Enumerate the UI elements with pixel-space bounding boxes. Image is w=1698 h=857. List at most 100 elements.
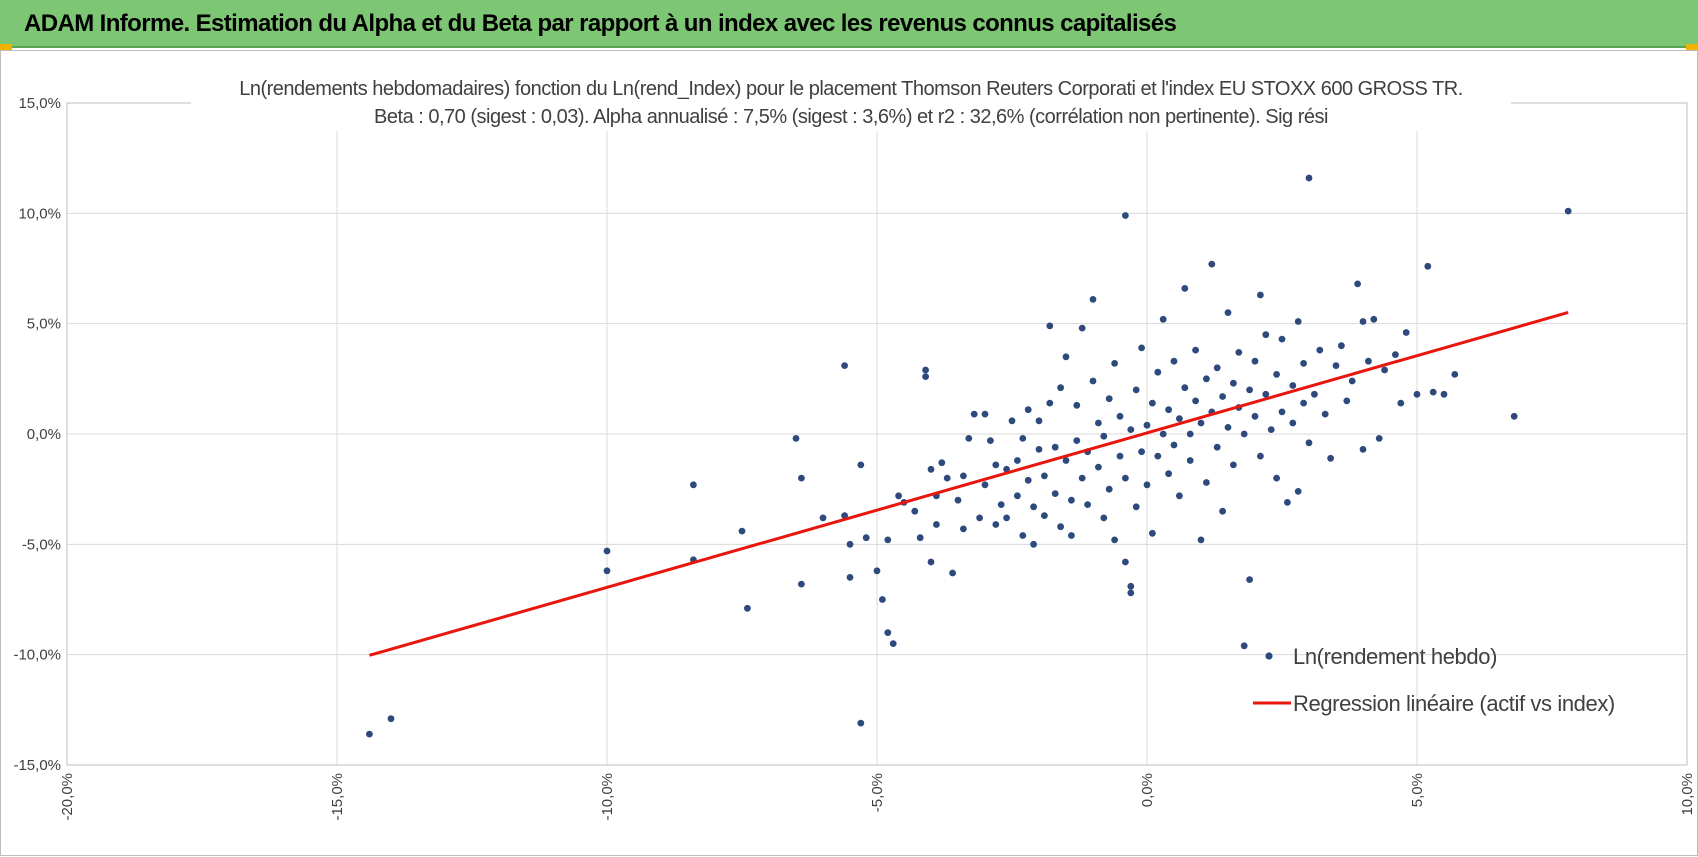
data-point	[1375, 435, 1383, 442]
data-point	[841, 512, 848, 519]
data-point	[1003, 465, 1010, 473]
data-point	[1165, 470, 1172, 478]
data-point	[965, 435, 973, 442]
data-point	[949, 569, 956, 577]
data-point	[1278, 408, 1286, 416]
data-point	[1192, 346, 1199, 354]
data-point	[1316, 346, 1324, 354]
data-point	[1046, 399, 1054, 407]
data-point	[798, 580, 805, 588]
data-point	[1057, 384, 1064, 392]
data-point	[1062, 457, 1070, 464]
data-point	[1159, 315, 1167, 323]
data-point	[1240, 430, 1248, 438]
data-point	[1165, 406, 1172, 414]
data-point	[1046, 322, 1054, 330]
data-point	[1127, 589, 1135, 597]
y-tick-label: 0,0%	[27, 426, 61, 443]
data-point	[1041, 512, 1048, 519]
report-header: ADAM Informe. Estimation du Alpha et du …	[0, 0, 1698, 48]
data-point	[857, 461, 865, 469]
data-point	[1035, 417, 1043, 425]
x-axis-ticks: -20,0% -15,0% -10,0% -5,0% 0,0% 5,0% 10,0%	[59, 773, 1696, 821]
data-point	[1429, 388, 1437, 396]
x-tick-label: 10,0%	[1679, 773, 1696, 816]
data-point	[1057, 523, 1064, 531]
data-point	[690, 481, 697, 489]
data-point	[1246, 386, 1253, 394]
data-point	[1262, 331, 1270, 339]
data-point	[1413, 390, 1421, 398]
data-point	[1051, 443, 1059, 451]
data-point	[1203, 375, 1210, 383]
data-point	[1019, 532, 1027, 539]
data-point	[387, 715, 395, 723]
data-point	[744, 604, 751, 612]
data-point	[1262, 390, 1270, 398]
data-point	[1219, 507, 1226, 515]
scatter-chart: Ln(rendements hebdomadaires) fonction du…	[13, 75, 1696, 821]
y-tick-label: -10,0%	[13, 647, 61, 664]
x-tick-label: 5,0%	[1409, 773, 1426, 807]
data-point	[1186, 430, 1194, 438]
data-point	[1030, 540, 1037, 548]
y-tick-label: 15,0%	[18, 95, 61, 112]
data-point	[1095, 463, 1102, 471]
data-point	[1159, 430, 1167, 438]
corner-marker-top-left	[0, 44, 12, 50]
data-point	[1440, 390, 1448, 398]
data-point	[1213, 364, 1221, 372]
data-point	[1154, 368, 1162, 376]
data-point	[895, 492, 902, 500]
data-point	[1132, 503, 1140, 511]
data-point	[1149, 529, 1156, 537]
data-point	[960, 525, 967, 533]
data-point	[1381, 366, 1388, 374]
data-point	[1116, 452, 1124, 460]
data-point	[1257, 291, 1264, 299]
data-point	[1181, 285, 1189, 292]
data-point	[1111, 360, 1118, 367]
x-tick-label: -10,0%	[599, 773, 616, 821]
data-point	[916, 534, 924, 542]
data-point	[933, 521, 940, 528]
data-point	[1348, 377, 1356, 385]
data-point	[1111, 536, 1118, 544]
data-point	[1402, 329, 1410, 336]
data-point	[1122, 212, 1129, 219]
data-point	[1024, 406, 1032, 414]
data-point	[1073, 401, 1081, 409]
data-point	[1397, 399, 1405, 407]
data-point	[819, 514, 827, 522]
data-point	[1300, 360, 1307, 367]
data-point	[992, 521, 1000, 528]
data-point	[873, 567, 881, 575]
data-point	[911, 507, 919, 515]
data-point	[1138, 344, 1145, 352]
data-point	[1392, 351, 1399, 358]
data-point	[1219, 393, 1226, 400]
data-point	[1224, 424, 1232, 431]
data-point	[1030, 503, 1037, 511]
data-point	[1078, 324, 1086, 332]
data-point	[884, 629, 892, 636]
data-point	[846, 540, 854, 548]
data-point	[857, 719, 865, 727]
data-point	[1116, 412, 1124, 420]
data-point	[987, 437, 994, 444]
data-point	[1089, 296, 1097, 303]
data-point	[927, 558, 935, 566]
data-point	[1122, 558, 1129, 566]
data-point	[1327, 454, 1334, 462]
data-point	[1100, 432, 1108, 440]
data-point	[1224, 309, 1232, 316]
data-point	[1273, 371, 1280, 378]
data-point	[997, 501, 1005, 508]
data-point	[1230, 461, 1237, 469]
data-point	[366, 730, 373, 738]
data-point	[798, 474, 805, 482]
data-point	[981, 410, 989, 418]
data-point	[1014, 492, 1021, 500]
data-point	[1197, 536, 1205, 544]
data-point	[970, 410, 978, 418]
